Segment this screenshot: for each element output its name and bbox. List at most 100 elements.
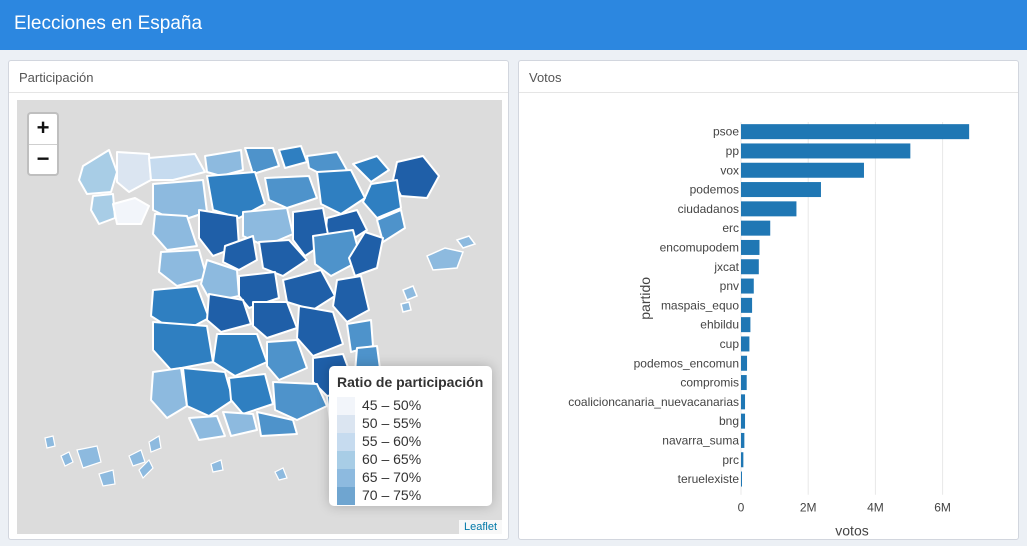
- bar-jxcat: [741, 259, 759, 275]
- category-label: bng: [719, 414, 739, 428]
- votes-panel: Votos 0 2M 4M 6M psoe pp vox podemos ciudadanos e…: [518, 60, 1019, 540]
- province-region[interactable]: [278, 145, 308, 169]
- balearic-island[interactable]: [426, 247, 465, 271]
- province-region[interactable]: [188, 415, 226, 441]
- category-label: ciudadanos: [678, 202, 739, 216]
- balearic-island[interactable]: [400, 301, 412, 313]
- bar-coalicioncanaria_nuevacanarias: [741, 394, 746, 410]
- province-region[interactable]: [272, 381, 328, 421]
- province-region[interactable]: [228, 373, 274, 415]
- legend-swatch: [337, 487, 355, 505]
- category-label: cup: [720, 337, 740, 351]
- category-label: vox: [720, 163, 739, 177]
- canary-island[interactable]: [274, 467, 288, 481]
- bar-teruelexiste: [741, 471, 742, 487]
- province-region[interactable]: [78, 149, 118, 195]
- province-region[interactable]: [258, 239, 308, 277]
- legend-title: Ratio de participación: [337, 374, 484, 390]
- province-region[interactable]: [222, 235, 258, 271]
- province-region[interactable]: [348, 231, 384, 277]
- x-tick-label: 4M: [867, 501, 884, 515]
- category-label: navarra_suma: [662, 433, 739, 447]
- bar-navarra_suma: [741, 432, 745, 448]
- bar-pnv: [741, 278, 754, 294]
- x-tick-label: 2M: [800, 501, 817, 515]
- category-label: teruelexiste: [678, 472, 740, 486]
- legend-item: 50 – 55%: [337, 414, 484, 433]
- balearic-island[interactable]: [455, 235, 477, 249]
- canary-island[interactable]: [138, 458, 154, 480]
- province-region[interactable]: [256, 411, 298, 437]
- canary-island[interactable]: [98, 469, 116, 487]
- canary-island[interactable]: [76, 445, 102, 469]
- map-attribution: Leaflet: [458, 520, 502, 534]
- participation-panel: Participación: [8, 60, 509, 540]
- province-region[interactable]: [282, 269, 336, 311]
- balearic-island[interactable]: [402, 285, 418, 301]
- province-region[interactable]: [150, 367, 188, 419]
- province-region[interactable]: [158, 249, 208, 287]
- legend-item: 70 – 75%: [337, 486, 484, 505]
- province-region[interactable]: [112, 197, 150, 225]
- category-label: erc: [722, 221, 739, 235]
- bar-erc: [741, 220, 771, 236]
- province-region[interactable]: [296, 305, 344, 357]
- province-region[interactable]: [222, 411, 258, 437]
- votes-panel-title: Votos: [519, 61, 1018, 93]
- votes-bar-chart: 0 2M 4M 6M psoe pp vox podemos ciudadanos erc enco…: [568, 122, 970, 539]
- legend-label: 45 – 50%: [362, 397, 422, 413]
- province-region[interactable]: [182, 367, 234, 417]
- province-region[interactable]: [116, 151, 152, 193]
- province-region[interactable]: [376, 209, 406, 243]
- legend-label: 50 – 55%: [362, 415, 422, 431]
- zoom-control: + −: [27, 112, 59, 176]
- votes-chart: 0 2M 4M 6M psoe pp vox podemos ciudadanos erc enco…: [519, 94, 1018, 539]
- province-region[interactable]: [90, 193, 116, 225]
- province-region[interactable]: [332, 275, 370, 323]
- province-region[interactable]: [212, 333, 268, 377]
- participation-legend: Ratio de participación 45 – 50% 50 – 55% 5…: [329, 366, 492, 506]
- legend-swatch: [337, 433, 355, 451]
- category-label: psoe: [713, 125, 739, 139]
- category-label: jxcat: [713, 260, 739, 274]
- province-region[interactable]: [352, 155, 390, 183]
- bar-prc: [741, 452, 744, 468]
- province-region[interactable]: [266, 339, 308, 381]
- province-region[interactable]: [392, 155, 440, 199]
- legend-item: 45 – 50%: [337, 396, 484, 415]
- canary-island[interactable]: [44, 435, 56, 449]
- province-region[interactable]: [148, 153, 206, 181]
- province-region[interactable]: [152, 321, 214, 371]
- province-region[interactable]: [152, 179, 208, 223]
- province-region[interactable]: [206, 293, 252, 333]
- canary-island[interactable]: [128, 449, 146, 467]
- app-title: Elecciones en España: [14, 13, 203, 34]
- zoom-out-button[interactable]: −: [29, 144, 57, 174]
- bar-podemos: [741, 182, 821, 198]
- province-region[interactable]: [204, 149, 244, 177]
- canary-island[interactable]: [210, 459, 224, 473]
- bar-psoe: [741, 124, 970, 140]
- bar-podemos_encomun: [741, 355, 748, 371]
- bar-maspais_equo: [741, 297, 753, 313]
- category-label: pnv: [720, 279, 739, 293]
- province-region[interactable]: [312, 229, 362, 277]
- province-region[interactable]: [244, 147, 280, 175]
- legend-label: 55 – 60%: [362, 433, 422, 449]
- leaflet-attribution-link[interactable]: Leaflet: [463, 521, 497, 533]
- participation-map[interactable]: + − Ratio de participación 45 – 50% 50 – …: [17, 100, 502, 534]
- province-region[interactable]: [152, 213, 198, 251]
- zoom-in-button[interactable]: +: [36, 115, 50, 140]
- bar-cup: [741, 336, 750, 352]
- category-label: compromis: [680, 376, 739, 390]
- legend-item: 60 – 65%: [337, 450, 484, 469]
- legend-item: 55 – 60%: [337, 432, 484, 451]
- province-region[interactable]: [252, 301, 298, 339]
- province-region[interactable]: [264, 175, 318, 209]
- category-label: coalicioncanaria_nuevacanarias: [568, 395, 739, 409]
- bar-encomupodem: [741, 239, 760, 255]
- province-region[interactable]: [316, 169, 366, 215]
- canary-island[interactable]: [148, 435, 162, 453]
- bar-pp: [741, 143, 911, 159]
- canary-island[interactable]: [60, 451, 74, 467]
